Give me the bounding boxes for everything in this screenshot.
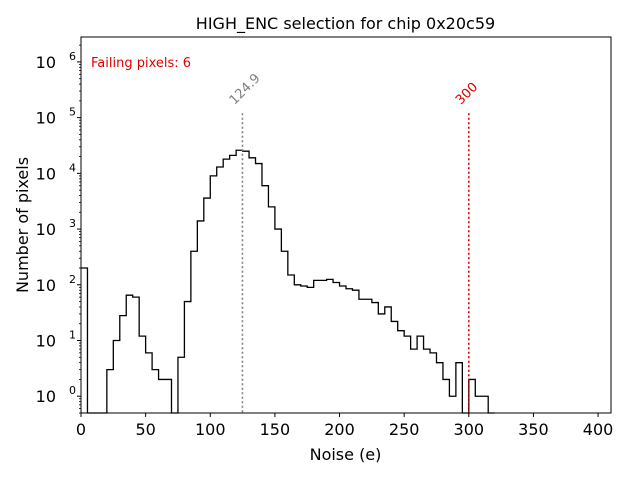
failing-pixels-annotation: Failing pixels: 6 xyxy=(91,56,191,71)
x-tick-label-4: 200 xyxy=(324,420,355,439)
y-tick-label-0: 10 0 xyxy=(36,384,76,406)
histogram-bin-55 xyxy=(436,363,442,413)
histogram-bars xyxy=(81,149,495,414)
histogram-bin-58 xyxy=(456,363,462,413)
histogram-bin-30 xyxy=(275,229,281,413)
histogram-bin-44 xyxy=(365,299,371,413)
histogram-bin-41 xyxy=(346,289,352,413)
histogram-bin-13 xyxy=(165,379,171,413)
x-tick-label-1: 50 xyxy=(135,420,155,439)
y-tick-label-2: 10 2 xyxy=(36,273,76,295)
histogram-bin-26 xyxy=(249,158,255,413)
histogram-bin-27 xyxy=(256,164,262,413)
histogram-bin-33 xyxy=(294,285,300,413)
plot-frame xyxy=(80,36,612,414)
x-tick-label-3: 150 xyxy=(260,420,291,439)
y-tick-label-4: 10 4 xyxy=(36,161,76,183)
histogram-bin-51 xyxy=(411,349,417,413)
histogram-bin-46 xyxy=(378,314,384,413)
histogram-bin-52 xyxy=(417,336,423,413)
y-axis-label: Number of pixels xyxy=(13,157,32,293)
y-tick-label-1: 10 1 xyxy=(36,329,76,351)
x-axis-ticks: 0 50 100 150 200 250 300 350 400 xyxy=(76,413,613,439)
histogram-bin-31 xyxy=(281,251,287,413)
histogram-bin-29 xyxy=(268,207,274,413)
x-tick-label-7: 350 xyxy=(518,420,549,439)
x-tick-label-6: 300 xyxy=(454,420,485,439)
histogram-bin-10 xyxy=(146,353,152,413)
histogram-bin-35 xyxy=(307,287,313,413)
histogram-bin-36 xyxy=(314,280,320,413)
histogram-bin-0 xyxy=(81,268,87,413)
histogram-bin-42 xyxy=(352,290,358,413)
histogram-bin-20 xyxy=(210,176,216,413)
histogram-bin-60 xyxy=(469,379,475,413)
histogram-bin-37 xyxy=(320,280,326,413)
histogram-bin-18 xyxy=(197,221,203,413)
histogram-bin-50 xyxy=(404,336,410,413)
histogram-bin-19 xyxy=(204,198,210,413)
histogram-bin-16 xyxy=(184,302,190,413)
histogram-bin-47 xyxy=(385,307,391,413)
histogram-bin-40 xyxy=(340,286,346,413)
x-tick-label-0: 0 xyxy=(76,420,86,439)
histogram-bin-53 xyxy=(424,349,430,413)
histogram-bin-45 xyxy=(372,303,378,413)
histogram-bin-32 xyxy=(288,275,294,413)
histogram-bin-8 xyxy=(133,297,139,413)
histogram-bin-4 xyxy=(107,370,113,413)
histogram-bin-61 xyxy=(475,396,481,413)
histogram-bin-39 xyxy=(333,282,339,413)
histogram-bin-21 xyxy=(217,167,223,413)
x-axis-label: Noise (e) xyxy=(310,445,382,464)
x-tick-label-2: 100 xyxy=(195,420,226,439)
histogram-bin-5 xyxy=(113,341,119,413)
histogram-bin-24 xyxy=(236,150,242,413)
y-tick-label-3: 10 3 xyxy=(36,217,76,239)
histogram-bin-25 xyxy=(243,151,249,413)
histogram-bin-15 xyxy=(178,357,184,413)
histogram-bin-34 xyxy=(301,286,307,413)
threshold-label-1: 300 xyxy=(453,80,481,108)
x-tick-label-5: 250 xyxy=(389,420,420,439)
histogram-bin-56 xyxy=(443,379,449,413)
histogram-bin-38 xyxy=(327,279,333,413)
histogram-bin-12 xyxy=(159,379,165,413)
histogram-bin-22 xyxy=(223,159,229,413)
histogram-bin-11 xyxy=(152,370,158,413)
histogram-bin-48 xyxy=(391,321,397,413)
histogram-bin-6 xyxy=(120,316,126,413)
histogram-bin-17 xyxy=(191,251,197,413)
histogram-bin-28 xyxy=(262,186,268,413)
histogram-step-line xyxy=(81,149,495,414)
y-tick-label-6: 10 6 xyxy=(36,50,76,72)
histogram-bin-57 xyxy=(449,396,455,413)
histogram-bin-49 xyxy=(398,331,404,413)
chart-title: HIGH_ENC selection for chip 0x20c59 xyxy=(196,14,495,34)
histogram-bin-62 xyxy=(482,396,488,413)
x-tick-label-8: 400 xyxy=(583,420,614,439)
y-tick-label-5: 10 5 xyxy=(36,106,76,128)
histogram-bin-43 xyxy=(359,299,365,413)
threshold-label-0: 124.9 xyxy=(227,71,264,108)
histogram-bin-9 xyxy=(139,336,145,413)
histogram-bin-7 xyxy=(126,295,132,413)
histogram-bin-54 xyxy=(430,353,436,413)
histogram-bin-23 xyxy=(230,155,236,413)
